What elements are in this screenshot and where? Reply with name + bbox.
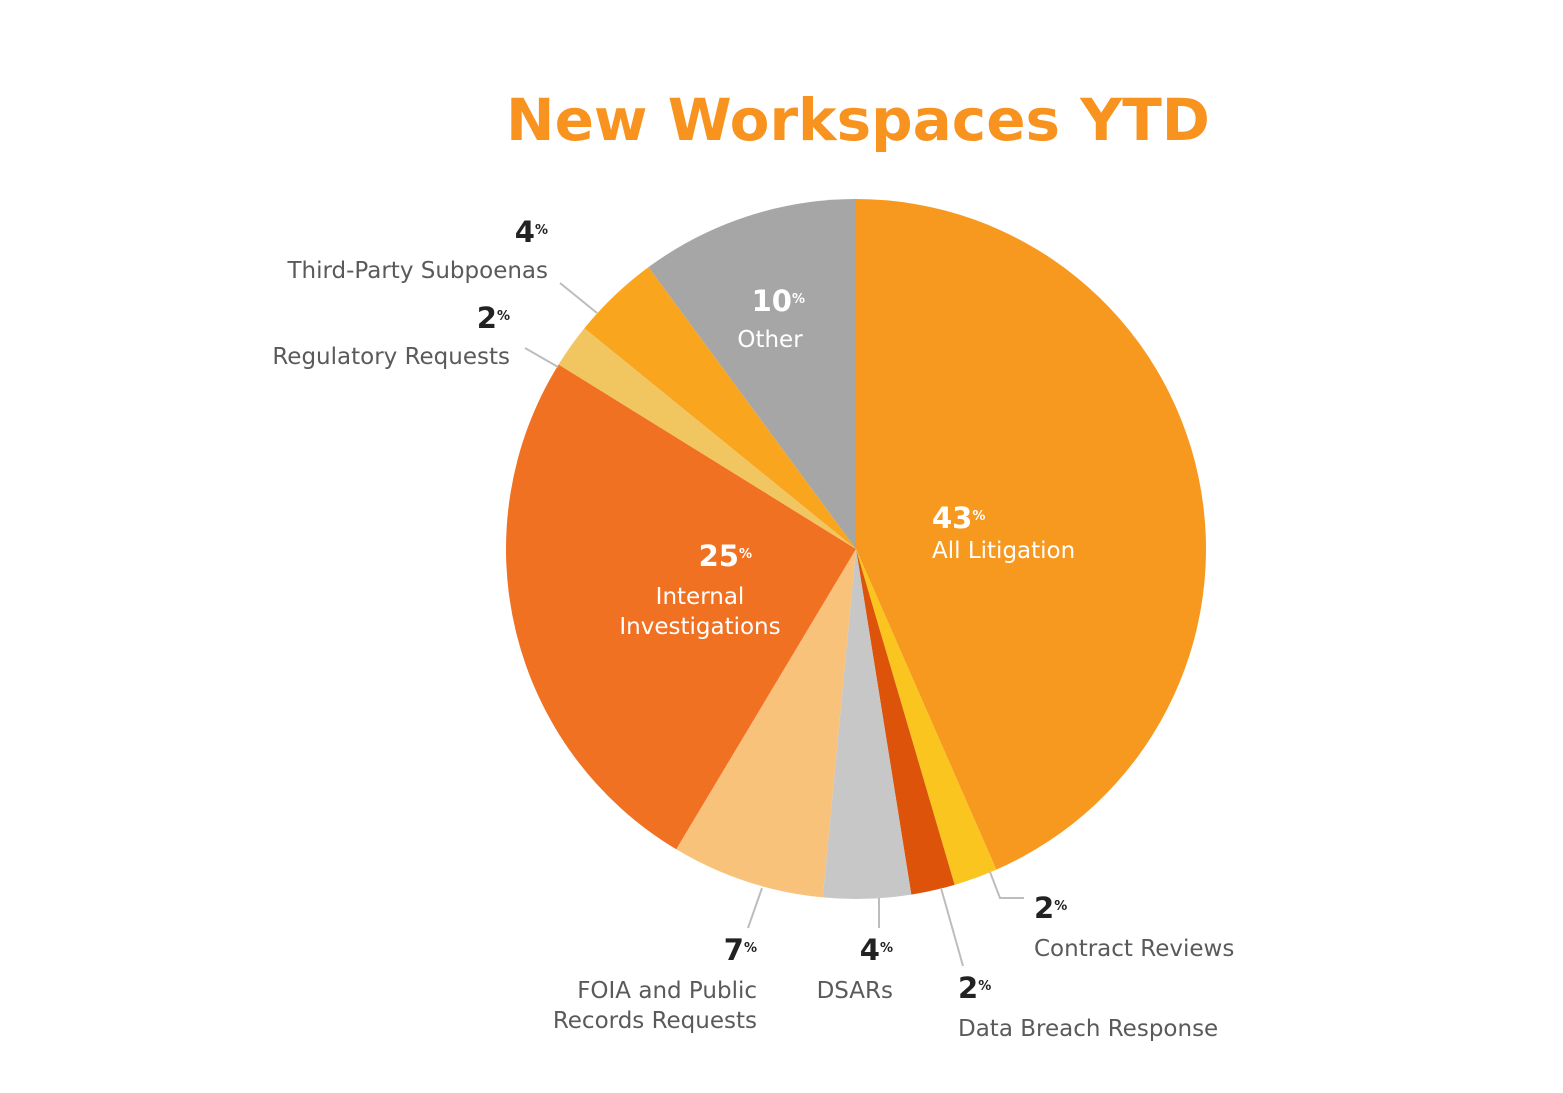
chart-title: New Workspaces YTD xyxy=(506,86,1210,154)
category-label-other: Other xyxy=(737,327,803,353)
category-label-contract-reviews: Contract Reviews xyxy=(1034,936,1234,962)
category-label-data-breach-response: Data Breach Response xyxy=(958,1016,1218,1042)
category-label-third-party-subpoenas: Third-Party Subpoenas xyxy=(286,258,548,284)
pie-slices xyxy=(506,198,1207,900)
category-label-internal-investigations: Internal Investigations xyxy=(619,584,780,640)
pie-slice-dsars xyxy=(822,549,912,900)
category-label-regulatory-requests: Regulatory Requests xyxy=(272,344,510,370)
pie-slice-other xyxy=(648,199,856,549)
leader-line-foia-public-records xyxy=(747,887,763,929)
pie-slice-foia-public-records xyxy=(676,549,856,898)
pie-slice-regulatory-requests xyxy=(558,328,856,549)
value-label-foia-public-records: 7% xyxy=(724,933,757,967)
value-label-third-party-subpoenas: 4% xyxy=(515,215,548,249)
pie-slice-data-breach-response xyxy=(856,549,955,895)
pie-slice-all-litigation xyxy=(856,198,1207,870)
pie-slice-internal-investigations xyxy=(506,364,856,850)
value-label-all-litigation: 43% xyxy=(932,501,985,535)
leader-line-contract-reviews xyxy=(989,871,1024,899)
pie-slice-third-party-subpoenas xyxy=(584,267,856,549)
value-label-data-breach-response: 2% xyxy=(958,971,991,1005)
value-label-contract-reviews: 2% xyxy=(1034,891,1067,925)
leader-lines xyxy=(524,282,1024,967)
category-label-foia-public-records: FOIA and Public Records Requests xyxy=(553,978,757,1034)
value-label-other: 10% xyxy=(752,284,805,318)
leader-line-regulatory-requests xyxy=(524,347,559,368)
slice-labels: 43% All Litigation 2% Contract Reviews 2% Dat… xyxy=(272,215,1234,1042)
value-label-dsars: 4% xyxy=(860,933,893,967)
pie-slice-contract-reviews xyxy=(856,549,997,885)
value-label-internal-investigations: 25% xyxy=(699,539,752,573)
category-label-dsars: DSARs xyxy=(817,978,893,1004)
category-label-all-litigation: All Litigation xyxy=(932,538,1075,564)
leader-line-third-party-subpoenas xyxy=(559,282,598,314)
value-label-regulatory-requests: 2% xyxy=(477,301,510,335)
leader-line-data-breach-response xyxy=(940,887,964,967)
